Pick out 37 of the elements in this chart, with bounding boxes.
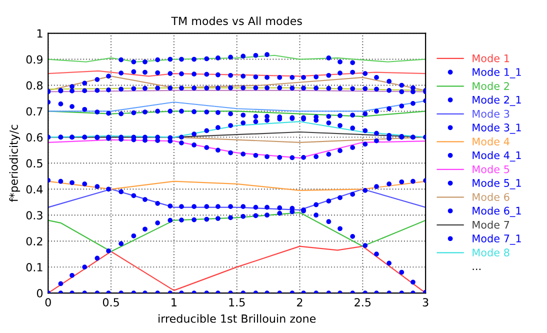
- legend-label: Mode 8: [472, 248, 510, 256]
- legend-label: Mode 7_1: [472, 234, 521, 245]
- legend-label: Mode 3_1: [472, 123, 521, 134]
- legend-label: Mode 7: [472, 220, 510, 229]
- legend-label: Mode 4: [472, 137, 510, 146]
- y-tick-label: 0.7: [26, 107, 42, 116]
- y-tick-label: 0.1: [26, 263, 42, 272]
- y-tick-label: 0.9: [26, 55, 42, 64]
- legend-label: Mode 3: [472, 110, 510, 118]
- legend-label: Mode 2: [472, 82, 509, 90]
- x-tick-label: 0: [45, 298, 51, 306]
- y-tick-label: 0.4: [26, 185, 43, 194]
- y-tick-label: 0.3: [26, 211, 42, 220]
- legend-label: Mode 5_1: [472, 178, 521, 190]
- y-tick-label: 1: [37, 29, 42, 38]
- x-tick-label: 1.5: [229, 298, 245, 306]
- chart-title: TM modes vs All modes: [171, 16, 302, 26]
- x-tick-label: 1: [172, 298, 176, 306]
- legend-label: Mode 6: [472, 192, 510, 201]
- y-tick-label: 0.6: [26, 133, 43, 142]
- x-tick-label: 0.5: [102, 298, 119, 306]
- y-tick-label: 0.2: [26, 237, 42, 246]
- y-tick-label: 0.5: [26, 159, 42, 168]
- y-axis-title: f*periodicity/c: [9, 124, 20, 202]
- legend-label: Mode 4_1: [472, 151, 521, 162]
- x-tick-label: 3: [422, 298, 428, 306]
- text: ...: [472, 268, 480, 270]
- x-tick-label: 2.5: [354, 298, 371, 306]
- legend-label: Mode 2_1: [472, 96, 521, 106]
- legend-label: Mode 1_1: [472, 68, 521, 78]
- x-tick-label: 2: [297, 298, 302, 306]
- legend-label: Mode 5: [472, 165, 510, 174]
- x-axis-title: irreducible 1st Brillouin zone: [158, 314, 316, 323]
- legend-label: Mode 1: [472, 54, 510, 62]
- y-tick-label: 0.8: [26, 81, 43, 90]
- y-tick-label: 0: [36, 289, 43, 298]
- legend-label: Mode 6_1: [472, 206, 521, 217]
